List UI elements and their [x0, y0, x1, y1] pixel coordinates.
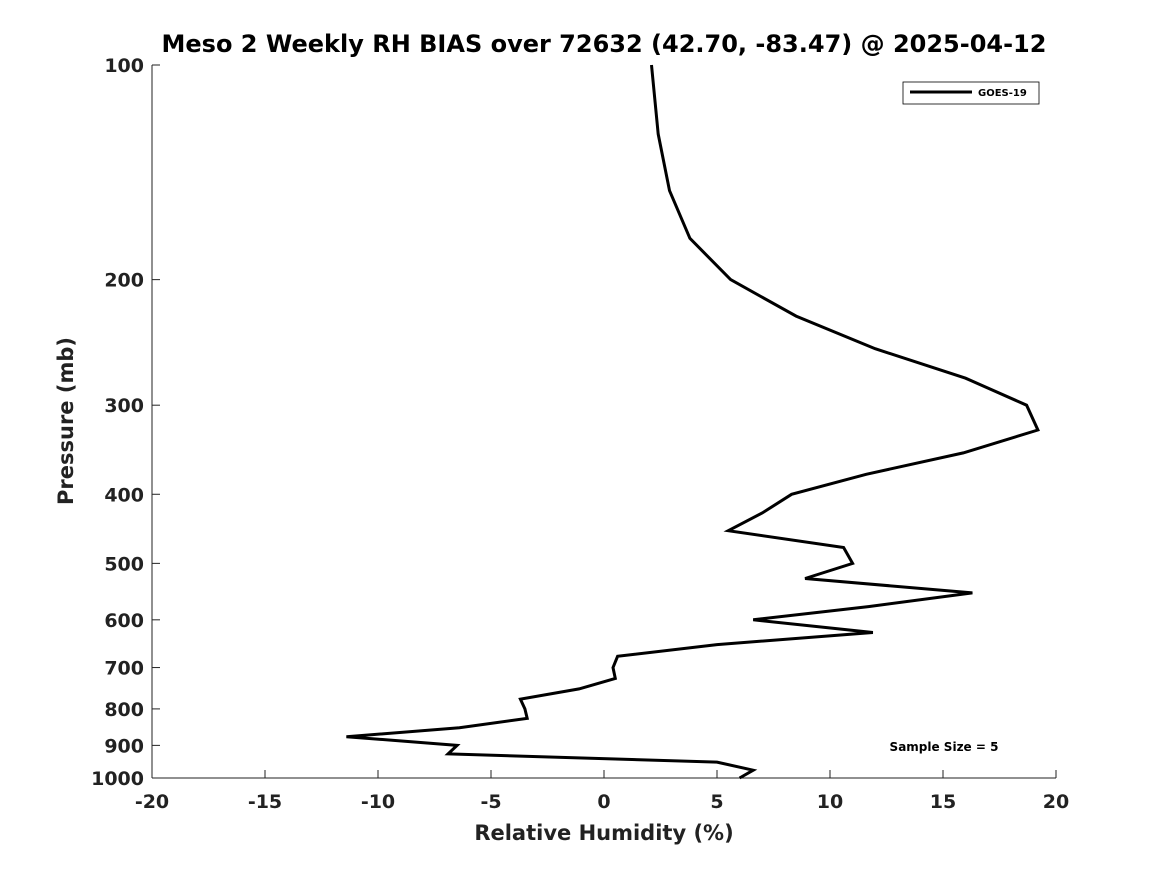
y-tick-label: 100 — [104, 55, 144, 77]
x-tick-label: 15 — [930, 791, 956, 813]
x-tick-label: 20 — [1043, 791, 1069, 813]
x-tick-label: 10 — [817, 791, 843, 813]
legend-label-goes-19: GOES-19 — [978, 88, 1027, 99]
chart-title: Meso 2 Weekly RH BIAS over 72632 (42.70,… — [162, 30, 1047, 58]
y-tick-label: 800 — [104, 699, 144, 721]
x-tick-label: -20 — [135, 791, 169, 813]
x-tick-label: 5 — [710, 791, 723, 813]
x-tick-label: -15 — [248, 791, 282, 813]
x-tick-label: -10 — [361, 791, 395, 813]
y-tick-label: 500 — [104, 553, 144, 575]
y-axis-label: Pressure (mb) — [54, 337, 78, 505]
y-tick-label: 700 — [104, 658, 144, 680]
y-tick-label: 200 — [104, 270, 144, 292]
y-ticks: 100 200 300 400 500 600 700 800 900 1000 — [91, 55, 160, 790]
x-axis-label: Relative Humidity (%) — [474, 821, 733, 845]
x-tick-label: 0 — [597, 791, 610, 813]
y-tick-label: 900 — [104, 735, 144, 757]
x-tick-label: -5 — [480, 791, 501, 813]
x-ticks: -20 -15 -10 -5 0 5 10 15 20 — [135, 770, 1069, 813]
sample-size-annotation: Sample Size = 5 — [890, 740, 999, 754]
series-line-goes-19 — [346, 64, 1040, 780]
y-tick-label: 600 — [104, 610, 144, 632]
y-tick-label: 1000 — [91, 768, 144, 790]
y-tick-label: 300 — [104, 395, 144, 417]
y-tick-label: 400 — [104, 484, 144, 506]
legend: GOES-19 — [902, 81, 1040, 105]
series-group — [346, 64, 1040, 780]
